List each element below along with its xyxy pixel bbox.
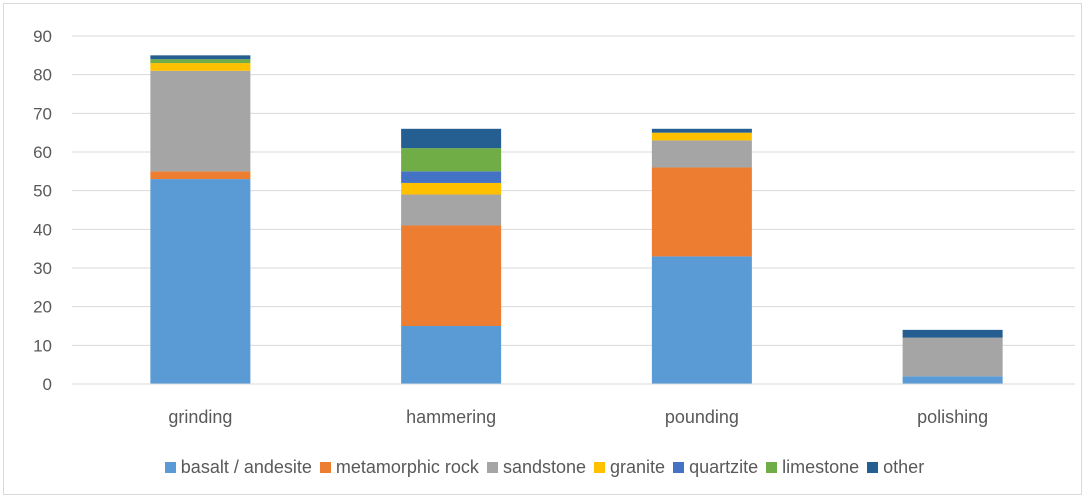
x-category-label: hammering: [406, 407, 496, 427]
legend-swatch: [594, 461, 606, 473]
legend-swatch: [319, 461, 331, 473]
legend-label: basalt / andesite: [180, 456, 312, 477]
legend-swatch: [164, 461, 176, 473]
bar-segment-hammering-quartzite: [401, 171, 502, 183]
y-tick-label: 50: [33, 182, 52, 201]
bar-segment-hammering-sandstone: [401, 194, 502, 226]
legend-label: other: [883, 456, 925, 477]
x-axis-category-labels: grinding hammering pounding polishing: [168, 407, 988, 427]
bar-segment-hammering-granite: [401, 182, 502, 195]
bar-segment-grinding-granite: [150, 63, 251, 71]
legend-item: limestone: [766, 457, 859, 478]
bar-segment-hammering-basalt-andesite: [401, 326, 502, 384]
y-tick-label: 40: [33, 220, 52, 239]
y-tick-label: 20: [33, 298, 52, 317]
bar-segment-grinding-other: [150, 55, 251, 60]
x-category-label: grinding: [168, 407, 232, 427]
bar-segment-polishing-sandstone: [902, 337, 1003, 377]
legend-swatch: [486, 461, 498, 473]
legend-label: granite: [610, 456, 666, 477]
y-axis-tick-labels: 0 10 20 30 40 50 60 70 80 90: [33, 27, 52, 394]
y-tick-label: 60: [33, 143, 52, 162]
legend-label: quartzite: [689, 456, 759, 477]
legend-item: sandstone: [486, 456, 587, 478]
legend-swatch: [867, 461, 879, 473]
legend-label: metamorphic rock: [335, 456, 479, 477]
legend-label: sandstone: [502, 456, 587, 477]
bar-segment-grinding-limestone: [150, 59, 251, 64]
legend-item: other: [867, 457, 924, 478]
y-tick-label: 70: [33, 104, 52, 123]
bar-segment-pounding-granite: [651, 132, 752, 141]
bar-segment-polishing-other: [902, 329, 1003, 338]
x-category-label: polishing: [917, 407, 988, 427]
bar-segment-grinding-sandstone: [150, 70, 251, 172]
bar-segment-hammering-metamorphic-rock: [401, 225, 502, 326]
y-tick-label: 90: [33, 27, 52, 46]
legend-item: quartzite: [673, 457, 758, 478]
bar-segment-hammering-limestone: [401, 148, 502, 172]
y-tick-label: 10: [33, 336, 52, 355]
bar-segment-grinding-metamorphic-rock: [150, 171, 251, 180]
bar-segment-pounding-sandstone: [651, 140, 752, 168]
legend-item: metamorphic rock: [319, 456, 479, 478]
legend-label: limestone: [782, 456, 860, 477]
legend: basalt / andesite metamorphic rock sandsto…: [0, 452, 1089, 482]
y-tick-label: 80: [33, 66, 52, 85]
legend-item: granite: [594, 457, 665, 478]
x-category-label: pounding: [665, 407, 739, 427]
bars: [150, 55, 1003, 384]
bar-segment-hammering-other: [401, 128, 502, 149]
legend-swatch: [766, 461, 778, 473]
bar-segment-pounding-metamorphic-rock: [651, 167, 752, 257]
bar-segment-pounding-other: [651, 128, 752, 133]
legend-item: basalt / andesite: [164, 456, 312, 478]
bar-segment-polishing-basalt-andesite: [902, 376, 1003, 384]
y-tick-label: 0: [43, 375, 52, 394]
bar-segment-pounding-basalt-andesite: [651, 256, 752, 384]
y-tick-label: 30: [33, 259, 52, 278]
bar-segment-grinding-basalt-andesite: [150, 179, 251, 384]
legend-swatch: [673, 461, 685, 473]
